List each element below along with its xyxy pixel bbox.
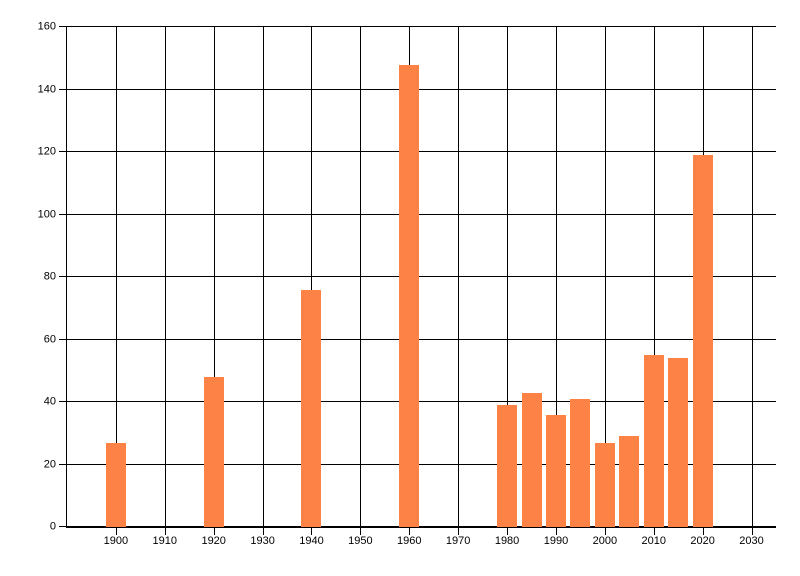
y-axis-tick-label-60: 60 bbox=[43, 333, 56, 345]
x-axis-tick-label-1960: 1960 bbox=[397, 535, 422, 547]
gridline-y-160 bbox=[59, 26, 776, 27]
bar-1985 bbox=[521, 392, 542, 527]
x-axis-tick-label-1970: 1970 bbox=[445, 535, 471, 547]
bar-2000 bbox=[594, 442, 615, 527]
x-axis-tick-label-1950: 1950 bbox=[348, 535, 373, 547]
y-axis-tick-label-20: 20 bbox=[43, 458, 56, 470]
bar-1995 bbox=[570, 398, 591, 527]
x-axis-tick-label-1980: 1980 bbox=[494, 535, 520, 547]
gridline-x-2000 bbox=[604, 27, 606, 535]
plot-area: 0 20 40 60 80 100 120 140 160 1900 1910 1920 1930 194… bbox=[38, 21, 776, 547]
y-axis-tick-label-40: 40 bbox=[43, 395, 56, 408]
bar-2020 bbox=[692, 155, 713, 527]
bar-1920 bbox=[203, 377, 224, 527]
gridline-x-1980 bbox=[507, 27, 509, 535]
gridline-x-1900 bbox=[115, 27, 117, 535]
gridline-x-1990 bbox=[555, 27, 557, 535]
y-axis-tick-label-100: 100 bbox=[37, 208, 56, 220]
bar-1960 bbox=[399, 64, 420, 527]
bar-1990 bbox=[545, 414, 566, 527]
y-axis-tick-label-140: 140 bbox=[37, 83, 56, 95]
gridline-x-2010 bbox=[653, 27, 655, 535]
y-axis-tick-label-80: 80 bbox=[43, 270, 56, 283]
x-axis-tick-label-1930: 1930 bbox=[250, 535, 275, 547]
bar-2005 bbox=[619, 436, 640, 527]
x-axis-tick-label-1900: 1900 bbox=[103, 535, 129, 547]
x-axis-tick-label-1920: 1920 bbox=[201, 535, 226, 547]
x-axis-tick-label-2020: 2020 bbox=[690, 535, 715, 547]
x-axis-tick-label-1990: 1990 bbox=[543, 535, 569, 547]
gridline-x-1910 bbox=[164, 27, 166, 535]
y-axis-tick-label-0: 0 bbox=[49, 520, 56, 533]
y-axis-tick-label-160: 160 bbox=[37, 20, 56, 33]
gridline-x-2030 bbox=[751, 27, 753, 535]
gridline-x-1970 bbox=[458, 27, 460, 535]
gridline-x-1950 bbox=[360, 27, 362, 535]
bar-1980 bbox=[497, 405, 518, 527]
x-axis-tick-label-1910: 1910 bbox=[152, 535, 178, 547]
x-axis-tick-label-2000: 2000 bbox=[592, 535, 618, 547]
gridline-x-1940 bbox=[311, 27, 313, 535]
gridline-x-1920 bbox=[213, 27, 215, 535]
x-axis-tick-label-1940: 1940 bbox=[299, 535, 324, 547]
gridline-x-1930 bbox=[262, 27, 264, 535]
bar-2015 bbox=[668, 358, 689, 527]
x-axis-tick-label-2030: 2030 bbox=[739, 535, 764, 547]
bar-1940 bbox=[301, 289, 322, 527]
bar-1900 bbox=[105, 442, 126, 527]
y-axis-tick-label-120: 120 bbox=[37, 145, 56, 158]
bar-2010 bbox=[643, 355, 664, 527]
x-axis-tick-label-2010: 2010 bbox=[641, 535, 666, 547]
